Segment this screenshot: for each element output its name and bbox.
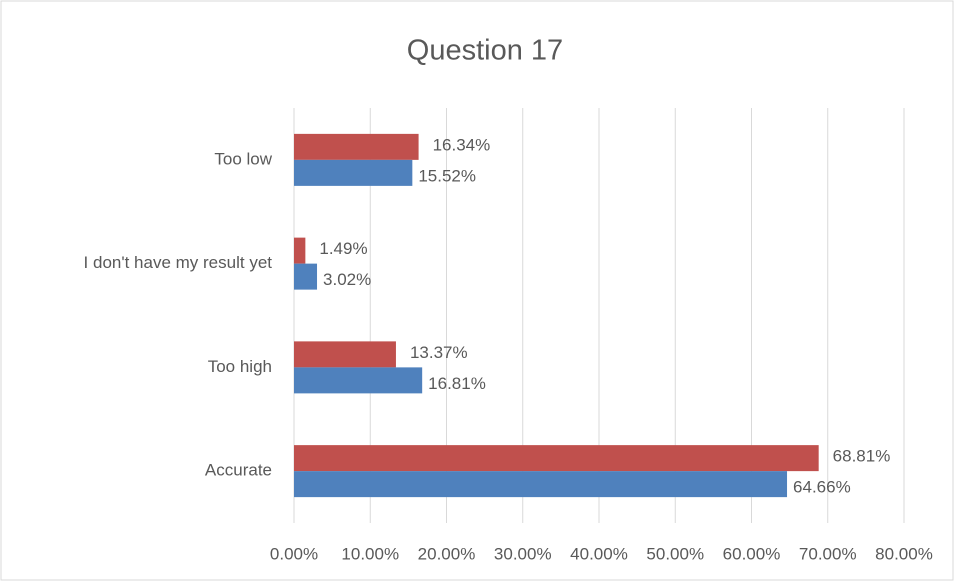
x-tick-label: 10.00% (341, 544, 399, 563)
chart-title: Question 17 (407, 35, 563, 67)
data-label: 15.52% (418, 166, 476, 185)
bar (294, 471, 788, 498)
x-tick-label: 70.00% (799, 544, 857, 563)
data-label: 68.81% (833, 447, 891, 466)
x-tick-label: 50.00% (646, 544, 704, 563)
bar (294, 445, 819, 472)
bar (294, 367, 423, 394)
bar (294, 237, 306, 264)
x-tick-label: 20.00% (418, 544, 476, 563)
y-tick-label: Too high (208, 357, 272, 376)
y-tick-label: Accurate (205, 461, 272, 480)
x-tick-label: 80.00% (875, 544, 933, 563)
bar (294, 263, 318, 290)
bar (294, 159, 413, 186)
data-label: 64.66% (793, 478, 851, 497)
x-tick-label: 60.00% (723, 544, 781, 563)
data-label: 16.81% (428, 374, 486, 393)
y-tick-label: I don't have my result yet (84, 253, 273, 272)
y-tick-label: Too low (214, 149, 272, 168)
data-label: 3.02% (323, 270, 371, 289)
x-tick-label: 30.00% (494, 544, 552, 563)
bar (294, 133, 419, 160)
data-label: 13.37% (410, 343, 468, 362)
x-tick-label: 0.00% (270, 544, 318, 563)
x-tick-label: 40.00% (570, 544, 628, 563)
data-label: 1.49% (319, 239, 367, 258)
bar (294, 341, 396, 368)
data-label: 16.34% (433, 135, 491, 154)
